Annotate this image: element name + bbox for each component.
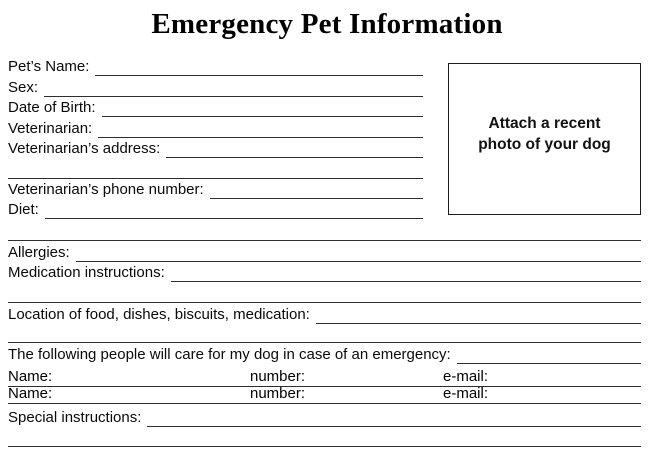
vet-address-continuation-line[interactable] (8, 178, 423, 179)
caretaker2-name-label: Name: (8, 385, 53, 402)
field-allergies: Allergies: (8, 242, 641, 262)
veterinarian-input-line[interactable] (98, 137, 423, 138)
allergies-input-line[interactable] (75, 261, 641, 262)
photo-box-instruction-line2: photo of your dog (478, 136, 611, 153)
medication-instructions-input-line[interactable] (170, 281, 641, 282)
diet-label: Diet: (8, 201, 39, 218)
location-continuation-line[interactable] (8, 342, 641, 343)
vet-address-label: Veterinarian’s address: (8, 140, 161, 157)
caretaker1-email-label: e-mail: (443, 368, 489, 385)
field-caretakers-intro: The following people will care for my do… (8, 344, 641, 364)
photo-box-instruction: Attach a recent photo of your dog (478, 113, 611, 155)
vet-address-input-line[interactable] (166, 157, 423, 158)
field-vet-address: Veterinarian’s address: (8, 138, 423, 158)
vet-phone-label: Veterinarian’s phone number: (8, 181, 204, 198)
caretaker1-name-label: Name: (8, 368, 53, 385)
vet-phone-input-line[interactable] (209, 198, 423, 199)
date-of-birth-input-line[interactable] (101, 116, 423, 117)
field-diet: Diet: (8, 199, 423, 219)
caretaker2-email-label: e-mail: (443, 385, 489, 402)
diet-input-line[interactable] (44, 218, 423, 219)
photo-attachment-box[interactable]: Attach a recent photo of your dog (448, 63, 641, 215)
caretaker-row-1[interactable]: Name: number: e-mail: (8, 366, 641, 387)
field-special-instructions: Special instructions: (8, 407, 641, 427)
pets-name-input-line[interactable] (95, 75, 423, 76)
caretakers-intro-input-line[interactable] (456, 363, 641, 364)
sex-input-line[interactable] (44, 96, 423, 97)
veterinarian-label: Veterinarian: (8, 120, 93, 137)
field-sex: Sex: (8, 77, 423, 97)
photo-box-instruction-line1: Attach a recent (488, 115, 601, 132)
caretaker1-number-label: number: (250, 368, 306, 385)
location-input-line[interactable] (315, 323, 641, 324)
medication-continuation-line[interactable] (8, 302, 641, 303)
sex-label: Sex: (8, 79, 39, 96)
blank-write-in-line[interactable] (8, 240, 641, 241)
caretaker2-number-label: number: (250, 385, 306, 402)
location-label: Location of food, dishes, biscuits, medi… (8, 306, 310, 323)
caretakers-intro-label: The following people will care for my do… (8, 346, 451, 363)
medication-instructions-label: Medication instructions: (8, 264, 165, 281)
special-instructions-label: Special instructions: (8, 409, 142, 426)
caretaker-row-2[interactable]: Name: number: e-mail: (8, 383, 641, 404)
pets-name-label: Pet’s Name: (8, 58, 90, 75)
special-instructions-input-line[interactable] (147, 426, 641, 427)
field-vet-phone: Veterinarian’s phone number: (8, 179, 423, 199)
field-location: Location of food, dishes, biscuits, medi… (8, 304, 641, 324)
field-medication-instructions: Medication instructions: (8, 262, 641, 282)
date-of-birth-label: Date of Birth: (8, 99, 96, 116)
field-veterinarian: Veterinarian: (8, 118, 423, 138)
special-instructions-continuation-line[interactable] (8, 446, 641, 447)
field-date-of-birth: Date of Birth: (8, 97, 423, 117)
allergies-label: Allergies: (8, 244, 70, 261)
form-title: Emergency Pet Information (151, 8, 503, 40)
field-pets-name: Pet’s Name: (8, 56, 423, 76)
